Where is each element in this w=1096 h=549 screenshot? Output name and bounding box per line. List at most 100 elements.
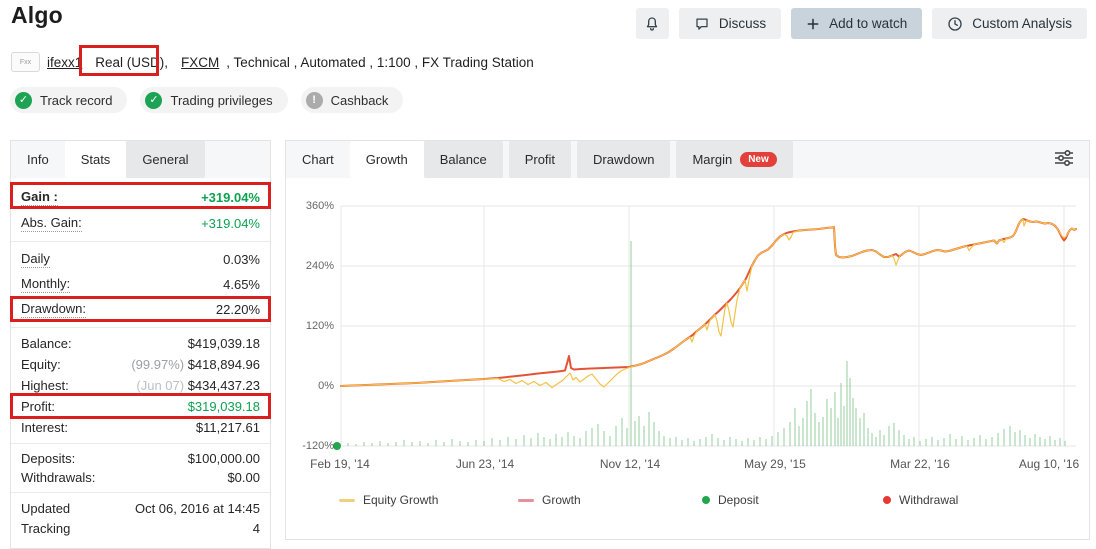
stat-value: (Jun 07) $434,437.23 [136,378,260,393]
header-actions: Discuss Add to watch Custom Analysis [635,8,1087,39]
stat-value: 0.03% [223,252,260,267]
tab-general[interactable]: General [126,141,205,178]
stat-value: (99.97%) $418,894.96 [131,357,260,372]
stat-row: Updated Oct 06, 2016 at 14:45 [11,498,270,518]
tab-stats[interactable]: Stats [64,141,127,178]
stat-value: $419,039.18 [187,336,260,351]
custom-analysis-button[interactable]: Custom Analysis [932,8,1087,39]
stat-label: Updated [21,500,71,516]
stat-label: Withdrawals: [21,470,96,485]
tab-info[interactable]: Info [27,152,49,167]
verification-badges: ✓ Track record ✓ Trading privileges! Cashbac… [10,87,404,113]
stat-label[interactable]: Abs. Gain: [21,214,82,232]
y-axis-tick-label: 0% [318,380,334,392]
speech-bubble-icon [694,16,710,31]
tab-drawdown[interactable]: Drawdown [577,141,671,178]
badge-label: Trading privileges [170,92,273,108]
tab-profit[interactable]: Profit [508,141,572,178]
stat-label[interactable]: Drawdown: [21,301,87,318]
x-axis-tick-label: Jun 23, '14 [455,457,515,471]
stat-row: Daily 0.03% [11,247,270,272]
plus-icon [806,17,820,31]
stats-panel-tabs: Info Stats General [11,141,270,178]
account-details: , Technical , Automated , 1:100 , FX Tra… [226,54,534,70]
discuss-button[interactable]: Discuss [678,8,782,39]
stat-value: $0.00 [227,470,260,485]
stat-row: Interest: $11,217.61 [11,417,270,438]
stat-row: Deposits: $100,000.00 [11,449,270,468]
stat-row: Tracking 4 [11,518,270,538]
stat-group: Balance: $419,039.18 Equity: (99.97%) $418,… [11,327,270,443]
legend-item-withdrawal[interactable]: Withdrawal [883,493,958,507]
x-axis-tick-label: Mar 22, '16 [890,457,950,471]
stat-label: Equity: [21,357,61,372]
stat-value-prefix: (Jun 07) [136,378,188,393]
stat-label: Highest: [21,378,69,393]
badge-trading-privileges[interactable]: ✓ Trading privileges [140,87,288,113]
legend-item-deposit[interactable]: Deposit [702,493,759,507]
stat-value: +319.04% [201,189,260,205]
check-icon: ✓ [15,91,32,109]
stat-label[interactable]: Monthly: [21,276,71,293]
stat-value: Oct 06, 2016 at 14:45 [134,500,260,516]
stat-row: Withdrawals: $0.00 [11,468,270,487]
chart-panel: Chart Growth Balance Profit Drawdown Mar… [285,140,1090,540]
stat-value-prefix: (99.97%) [131,357,188,372]
stat-group: Deposits: $100,000.00 Withdrawals: $0.00 [11,443,270,492]
stats-panel: Info Stats General Gain : +319.04% Abs. Ga… [10,140,271,549]
stat-group: Gain : +319.04% Abs. Gain: +319.04% [11,178,270,241]
account-name-link[interactable]: ifexx1 [47,54,83,70]
y-axis-tick-label: -120% [302,440,334,452]
broker-link[interactable]: FXCM [181,54,220,70]
stat-value: +319.04% [201,215,260,231]
legend-item-growth[interactable]: Growth [518,493,581,507]
badge-label: Cashback [330,92,389,108]
page-title: Algo [11,2,63,28]
stat-label: Deposits: [21,451,76,466]
account-type: Real (USD), [95,54,169,70]
legend-label: Withdrawal [899,493,959,507]
stat-row: Highest: (Jun 07) $434,437.23 [11,375,270,396]
tab-growth[interactable]: Growth [349,141,424,178]
stat-value: $100,000.00 [187,451,260,466]
stat-value: $319,039.18 [187,399,260,414]
bell-icon [644,16,660,32]
clock-icon [947,16,963,32]
stat-value: 4 [252,520,260,536]
badge-cashback[interactable]: ! Cashback [300,87,404,113]
stat-label[interactable]: Gain : [21,188,58,206]
exclamation-icon: ! [305,91,323,109]
tab-margin-label: Margin [692,152,733,167]
y-axis-tick-label: 240% [305,260,334,272]
stat-label[interactable]: Daily [21,251,50,268]
x-axis-tick-label: Feb 19, '14 [310,457,370,471]
stat-group: Daily 0.03% Monthly: 4.65% Drawdown: 22.20% [11,241,270,327]
legend-label: Equity Growth [363,493,439,507]
tab-balance[interactable]: Balance [423,141,503,178]
notifications-button[interactable] [635,8,669,39]
add-to-watch-label: Add to watch [829,16,908,31]
badge-track-record[interactable]: ✓ Track record [10,87,128,113]
add-to-watch-button[interactable]: Add to watch [791,8,923,39]
stats-groups: Gain : +319.04% Abs. Gain: +319.04% Daily 0.0… [11,178,270,543]
stat-value: $11,217.61 [195,420,260,435]
legend-item-equity-growth[interactable]: Equity Growth [339,493,438,507]
check-icon: ✓ [145,91,163,109]
discuss-label: Discuss [718,16,767,31]
stat-row: Profit: $319,039.18 [11,396,270,417]
chart-settings-button[interactable] [1051,148,1077,172]
broker-logo-badge: Fxx [11,52,40,72]
tab-margin[interactable]: Margin New [676,141,793,178]
x-axis-tick-label: Aug 10, '16 [1018,457,1080,471]
stat-row: Balance: $419,039.18 [11,333,270,354]
x-axis-tick-label: Nov 12, '14 [599,457,661,471]
growth-chart-plot[interactable] [286,141,1091,541]
tab-chart[interactable]: Chart [302,152,334,167]
stat-row: Monthly: 4.65% [11,272,270,297]
stat-value: 4.65% [223,277,260,292]
sliders-icon [1053,148,1075,173]
badge-label: Track record [40,92,113,108]
legend-label: Deposit [718,493,759,507]
stat-value: 22.20% [215,302,260,317]
